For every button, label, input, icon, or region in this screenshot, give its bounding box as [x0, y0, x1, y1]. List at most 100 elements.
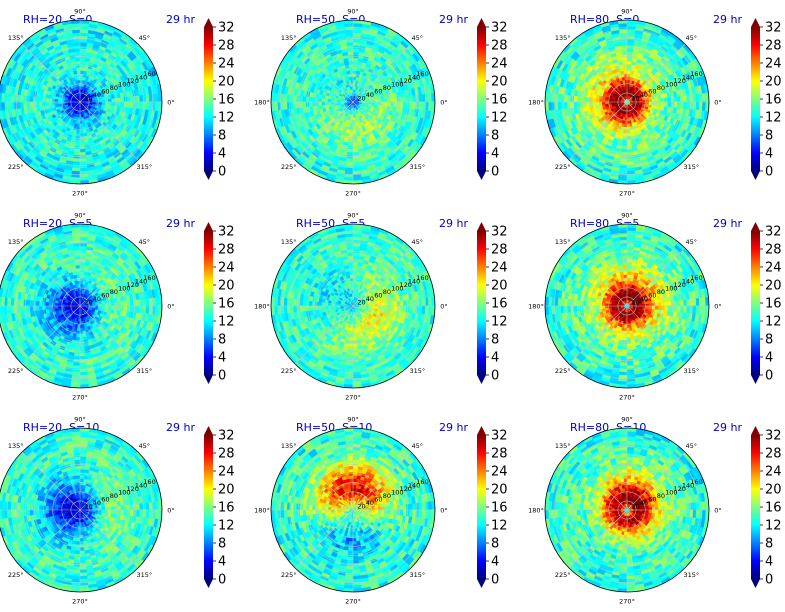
- heatmap-cell: [348, 139, 354, 144]
- heatmap-cell: [352, 45, 360, 49]
- heatmap-cell: [76, 126, 81, 131]
- heatmap-cell: [51, 98, 56, 103]
- colorbar-extend-max: [204, 18, 213, 27]
- polar-grid: [271, 20, 435, 184]
- angle-tick-label: 90°: [347, 8, 359, 16]
- angle-tick-label: 315°: [409, 163, 425, 171]
- colorbar-tick-label: 8: [218, 129, 226, 144]
- heatmap-cell: [352, 142, 359, 147]
- heatmap-cell: [626, 70, 631, 74]
- radial-tick-label: 160: [143, 70, 155, 78]
- heatmap-cell: [54, 98, 59, 103]
- heatmap-cell: [626, 57, 633, 62]
- panel-time-label: 29 hr: [439, 13, 468, 26]
- heatmap-cell: [431, 101, 435, 112]
- heatmap-cell: [79, 155, 87, 159]
- angular-gridline: [79, 101, 139, 161]
- panel-time-label: 29 hr: [166, 217, 195, 230]
- colorbar-tick-label: 0: [218, 165, 226, 180]
- heatmap-cell: [406, 101, 410, 109]
- heatmap-cell: [158, 101, 162, 112]
- heatmap-cell: [70, 180, 81, 184]
- heatmap-cell: [299, 101, 304, 109]
- heatmap-cell: [626, 148, 634, 153]
- radial-tick-label: 20: [84, 95, 92, 103]
- radial-tick-label: 40: [366, 91, 374, 99]
- angle-tick-label: 270°: [345, 190, 361, 198]
- colorbar-tick-label: 16: [218, 93, 235, 108]
- heatmap-cell: [321, 98, 325, 103]
- radial-tick-label: 140: [135, 74, 147, 82]
- heatmap-cell: [352, 73, 357, 78]
- heatmap-cell: [104, 101, 109, 106]
- heatmap-cell: [626, 76, 631, 81]
- colorbar-body: [477, 27, 486, 171]
- heatmap-cell: [399, 101, 404, 108]
- heatmap-cell: [346, 155, 354, 159]
- radial-tick-label: 80: [657, 84, 665, 92]
- heatmap-cell: [79, 148, 87, 153]
- heatmap-cell: [352, 139, 358, 144]
- heatmap-cell: [23, 101, 27, 109]
- heatmap-cell: [352, 20, 363, 24]
- colorbar-tick-label: 4: [765, 147, 773, 162]
- radial-tick-label: 160: [690, 70, 702, 78]
- heatmap-cell: [79, 139, 85, 144]
- heatmap-cell: [381, 101, 385, 106]
- colorbar-tick-label: 20: [491, 75, 508, 90]
- angle-tick-label: 135°: [281, 34, 297, 42]
- heatmap-cell: [79, 151, 87, 156]
- heatmap-cell: [318, 97, 322, 103]
- heatmap-cell: [626, 60, 632, 65]
- heatmap-cell: [79, 51, 86, 56]
- heatmap-cell: [79, 280, 84, 285]
- heatmap-cell: [585, 101, 590, 107]
- heatmap-cell: [595, 98, 599, 103]
- heatmap-cell: [73, 45, 81, 49]
- colorbar-tick-label: 32: [765, 21, 782, 36]
- heatmap-cell: [343, 180, 354, 184]
- heatmap-cell: [573, 95, 578, 103]
- heatmap-cell: [73, 155, 81, 159]
- colorbar-body: [751, 27, 760, 171]
- angle-tick-label: 0°: [714, 99, 721, 107]
- heatmap-cell: [35, 96, 40, 103]
- heatmap-cell: [648, 101, 653, 106]
- radial-tick-label: 20: [357, 95, 365, 103]
- heatmap-cell: [79, 142, 86, 147]
- heatmap-cell: [374, 101, 379, 106]
- heatmap-cell: [308, 101, 313, 108]
- heatmap-cell: [585, 97, 590, 103]
- heatmap-cell: [19, 95, 24, 103]
- heatmap-cell: [651, 101, 656, 106]
- heatmap-cell: [136, 101, 141, 109]
- heatmap-cell: [676, 95, 681, 103]
- radial-tick-label: 100: [118, 81, 130, 89]
- heatmap-cell: [45, 97, 49, 103]
- panel-time-label: 29 hr: [713, 13, 742, 26]
- colorbar-tick-label: 28: [491, 39, 508, 54]
- heatmap-cell: [117, 101, 122, 107]
- heatmap-cell: [620, 155, 628, 159]
- heatmap-cell: [126, 101, 131, 108]
- heatmap-cell: [79, 76, 84, 81]
- angle-tick-label: 270°: [72, 190, 88, 198]
- heatmap-cell: [73, 151, 81, 156]
- heatmap-cell: [73, 48, 81, 53]
- heatmap-cell: [79, 60, 85, 65]
- colorbar-tick-label: 12: [491, 111, 508, 126]
- heatmap-cell: [26, 101, 31, 109]
- heatmap-cell: [352, 70, 357, 74]
- heatmap-cell: [101, 101, 106, 106]
- heatmap-cell: [76, 327, 81, 332]
- heatmap-cell: [626, 139, 632, 144]
- heatmap-cell: [620, 48, 628, 53]
- heatmap-cell: [29, 101, 34, 109]
- heatmap-cell: [390, 101, 395, 107]
- heatmap-cell: [120, 101, 125, 108]
- heatmap-cell: [620, 158, 628, 163]
